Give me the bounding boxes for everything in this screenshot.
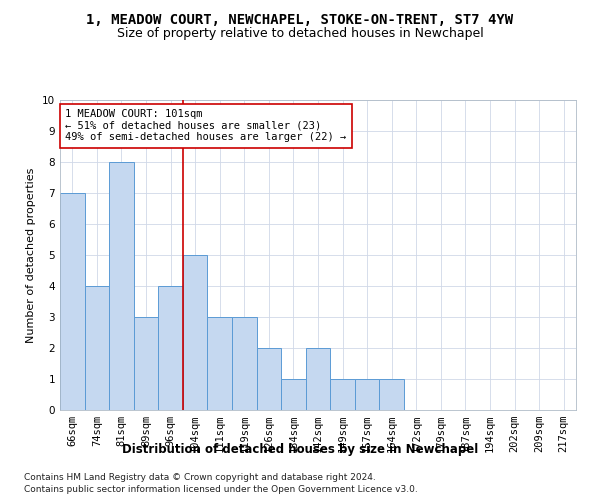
- Bar: [355, 379, 379, 410]
- Text: Distribution of detached houses by size in Newchapel: Distribution of detached houses by size …: [122, 442, 478, 456]
- Bar: [183, 255, 208, 410]
- Text: Contains HM Land Registry data © Crown copyright and database right 2024.: Contains HM Land Registry data © Crown c…: [24, 472, 376, 482]
- Bar: [85, 286, 109, 410]
- Bar: [158, 286, 183, 410]
- Bar: [109, 162, 134, 410]
- Bar: [330, 379, 355, 410]
- Bar: [208, 317, 232, 410]
- Text: 1 MEADOW COURT: 101sqm
← 51% of detached houses are smaller (23)
49% of semi-det: 1 MEADOW COURT: 101sqm ← 51% of detached…: [65, 110, 346, 142]
- Bar: [257, 348, 281, 410]
- Bar: [232, 317, 257, 410]
- Text: 1, MEADOW COURT, NEWCHAPEL, STOKE-ON-TRENT, ST7 4YW: 1, MEADOW COURT, NEWCHAPEL, STOKE-ON-TRE…: [86, 12, 514, 26]
- Y-axis label: Number of detached properties: Number of detached properties: [26, 168, 37, 342]
- Bar: [134, 317, 158, 410]
- Text: Contains public sector information licensed under the Open Government Licence v3: Contains public sector information licen…: [24, 485, 418, 494]
- Text: Size of property relative to detached houses in Newchapel: Size of property relative to detached ho…: [116, 28, 484, 40]
- Bar: [306, 348, 330, 410]
- Bar: [60, 193, 85, 410]
- Bar: [379, 379, 404, 410]
- Bar: [281, 379, 306, 410]
